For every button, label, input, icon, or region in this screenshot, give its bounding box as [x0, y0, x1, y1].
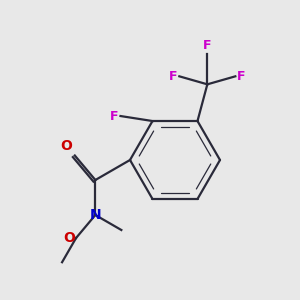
Text: F: F: [203, 39, 212, 52]
Text: O: O: [60, 140, 72, 154]
Text: O: O: [63, 231, 75, 245]
Text: F: F: [110, 110, 118, 122]
Text: F: F: [237, 70, 246, 83]
Text: F: F: [169, 70, 177, 83]
Text: N: N: [89, 208, 101, 222]
